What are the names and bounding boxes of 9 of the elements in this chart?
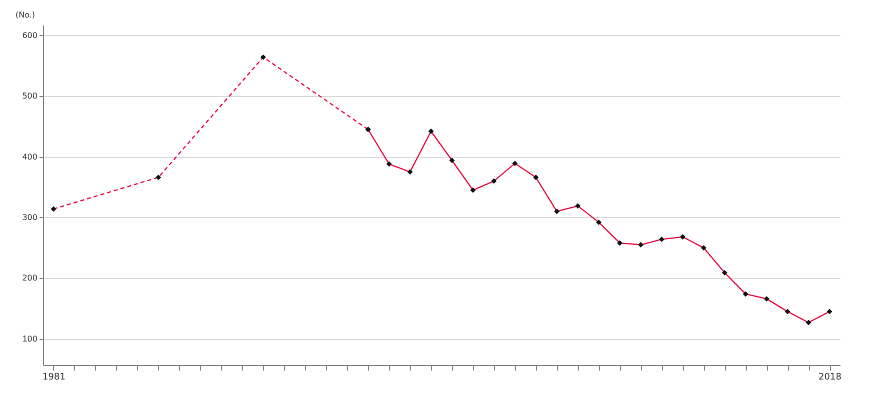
y-tick-label: 500 (22, 92, 38, 101)
y-tick-label: 200 (22, 274, 38, 283)
y-tick-label: 400 (22, 152, 38, 162)
y-tick-label: 100 (22, 334, 38, 344)
x-tick-label: 1981 (42, 372, 66, 382)
y-axis-title: (No.) (16, 10, 36, 20)
x-tick-label: 2018 (818, 372, 842, 382)
y-tick-label: 600 (22, 30, 38, 40)
y-tick-label: 300 (22, 212, 38, 222)
